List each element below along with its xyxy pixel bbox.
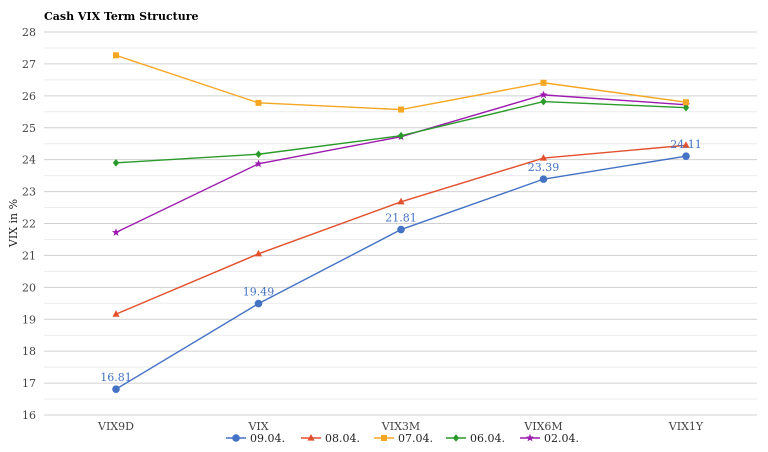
legend-item[interactable]: 08.04.: [301, 432, 360, 445]
x-tick-label: VIX3M: [381, 420, 420, 433]
data-point: [682, 152, 690, 160]
x-tick-label: VIX9D: [97, 420, 134, 433]
y-tick-label: 22: [22, 218, 36, 231]
chart-title: Cash VIX Term Structure: [44, 10, 199, 23]
data-point: [397, 197, 405, 205]
series-group: [112, 52, 690, 393]
x-tick-label: VIX1Y: [668, 420, 704, 433]
data-label: 19.49: [243, 286, 275, 299]
data-point: [682, 103, 690, 112]
data-point: [112, 228, 120, 236]
data-point: [254, 249, 263, 257]
data-point: [112, 385, 120, 393]
legend-item[interactable]: 07.04.: [374, 432, 433, 445]
y-axis-label: VIX in %: [7, 199, 20, 248]
data-point: [539, 154, 548, 161]
data-point: [255, 99, 262, 106]
y-tick-label: 28: [22, 26, 36, 39]
legend-label: 07.04.: [398, 432, 433, 445]
y-tick-label: 27: [22, 58, 36, 71]
data-label: 21.81: [385, 212, 417, 225]
legend-item[interactable]: 09.04.: [226, 432, 285, 445]
legend-label: 09.04.: [250, 432, 285, 445]
data-point: [112, 159, 120, 167]
y-tick-label: 26: [22, 90, 36, 103]
legend: 09.04. 08.04. 07.04. 06.04. 02.04.: [226, 432, 579, 445]
y-tick-label: 23: [22, 186, 36, 199]
x-axis-ticks: VIX9D VIX VIX3M VIX6M VIX1Y: [97, 420, 704, 433]
legend-label: 08.04.: [325, 432, 360, 445]
y-axis-ticks: 16 17 18 19 20 21 22 23 24 25 26 27 28: [22, 26, 36, 422]
y-tick-label: 24: [22, 154, 36, 167]
y-tick-label: 16: [22, 409, 36, 422]
legend-label: 06.04.: [470, 432, 505, 445]
legend-marker: [232, 434, 240, 442]
y-tick-label: 17: [22, 377, 36, 390]
data-point: [683, 99, 689, 106]
grid: [44, 31, 757, 416]
data-point: [398, 106, 404, 113]
data-point: [540, 79, 547, 86]
legend-item[interactable]: 02.04.: [520, 432, 579, 445]
x-tick-label: VIX: [247, 420, 268, 433]
data-point: [112, 310, 120, 317]
data-point: [540, 97, 547, 106]
data-label: 16.81: [100, 371, 132, 384]
legend-marker: [452, 434, 460, 442]
data-point: [255, 150, 262, 159]
legend-marker: [307, 434, 315, 441]
data-point: [397, 225, 405, 234]
data-point: [539, 90, 548, 99]
data-labels: 16.81 19.49 21.81 23.39 24.11: [100, 138, 702, 384]
legend-marker: [526, 433, 534, 442]
data-point: [397, 131, 405, 140]
data-point: [113, 52, 119, 59]
legend-marker: [381, 435, 387, 441]
legend-label: 02.04.: [544, 432, 579, 445]
y-tick-label: 18: [22, 345, 36, 358]
x-tick-label: VIX6M: [523, 420, 562, 433]
data-point: [682, 141, 690, 148]
y-tick-label: 20: [22, 281, 36, 294]
data-point: [254, 299, 263, 308]
y-tick-label: 25: [22, 122, 36, 135]
y-tick-label: 19: [22, 313, 36, 326]
data-label: 24.11: [670, 138, 702, 151]
data-point: [254, 159, 263, 168]
data-label: 23.39: [528, 161, 560, 174]
legend-item[interactable]: 06.04.: [446, 432, 505, 445]
data-point: [539, 175, 548, 183]
y-tick-label: 21: [22, 249, 36, 262]
